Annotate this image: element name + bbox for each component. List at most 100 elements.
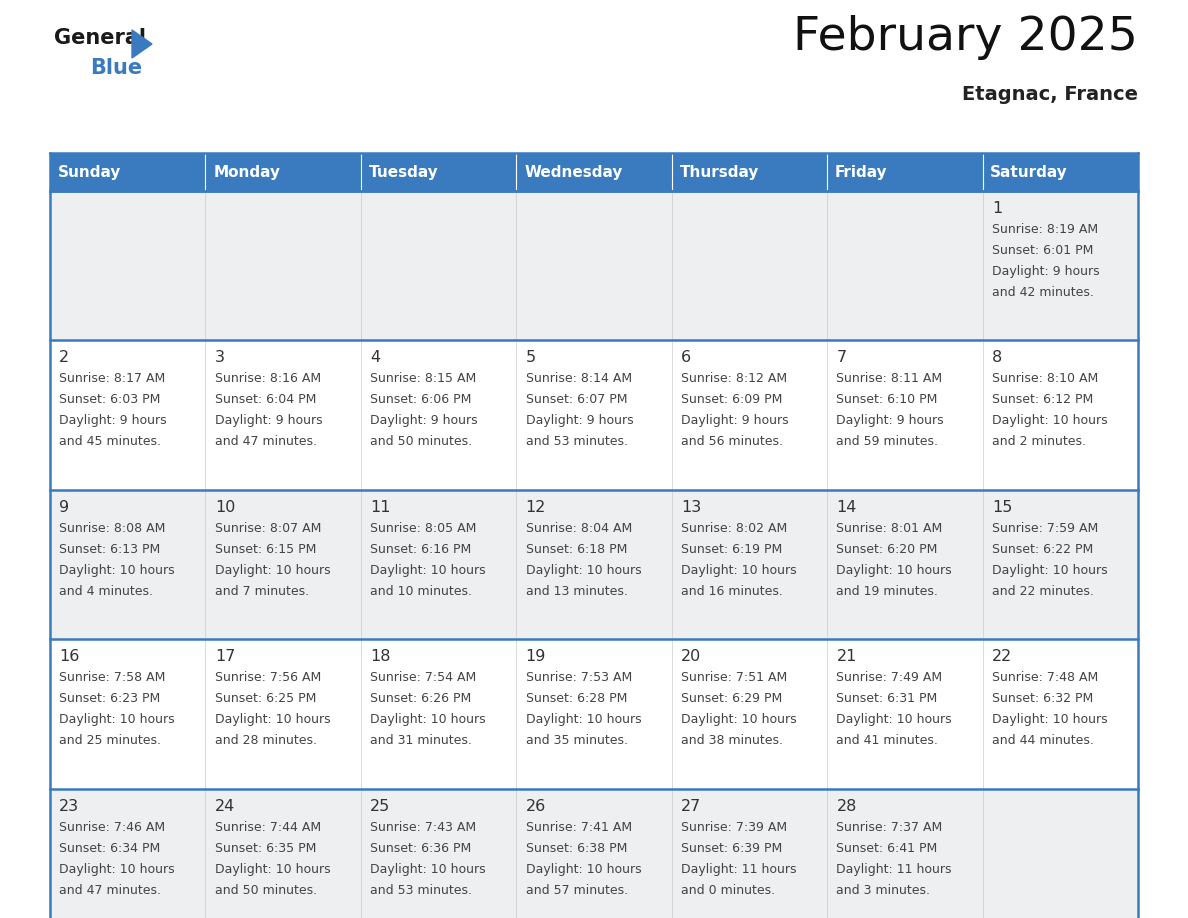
Text: Sunrise: 7:51 AM: Sunrise: 7:51 AM xyxy=(681,671,788,684)
Text: and 10 minutes.: and 10 minutes. xyxy=(371,585,472,598)
Text: Etagnac, France: Etagnac, France xyxy=(962,85,1138,104)
Text: Sunrise: 8:16 AM: Sunrise: 8:16 AM xyxy=(215,373,321,386)
Text: Sunset: 6:19 PM: Sunset: 6:19 PM xyxy=(681,543,782,555)
Text: and 50 minutes.: and 50 minutes. xyxy=(371,435,473,448)
Text: Sunrise: 7:49 AM: Sunrise: 7:49 AM xyxy=(836,671,942,684)
Text: and 45 minutes.: and 45 minutes. xyxy=(59,435,162,448)
Text: Sunrise: 7:41 AM: Sunrise: 7:41 AM xyxy=(525,821,632,834)
Text: and 47 minutes.: and 47 minutes. xyxy=(215,435,317,448)
Text: 27: 27 xyxy=(681,799,701,813)
Text: Daylight: 10 hours: Daylight: 10 hours xyxy=(836,713,952,726)
Bar xyxy=(671,153,827,191)
Text: Sunset: 6:31 PM: Sunset: 6:31 PM xyxy=(836,692,937,705)
Text: Sunset: 6:06 PM: Sunset: 6:06 PM xyxy=(371,394,472,407)
Text: 24: 24 xyxy=(215,799,235,813)
Text: Daylight: 11 hours: Daylight: 11 hours xyxy=(836,863,952,876)
Text: 19: 19 xyxy=(525,649,546,665)
Text: Sunrise: 8:05 AM: Sunrise: 8:05 AM xyxy=(371,521,476,535)
Text: Sunset: 6:18 PM: Sunset: 6:18 PM xyxy=(525,543,627,555)
Text: and 50 minutes.: and 50 minutes. xyxy=(215,884,317,897)
Text: 1: 1 xyxy=(992,201,1003,216)
Text: 7: 7 xyxy=(836,351,847,365)
Text: Sunset: 6:03 PM: Sunset: 6:03 PM xyxy=(59,394,160,407)
Text: 20: 20 xyxy=(681,649,701,665)
Text: 21: 21 xyxy=(836,649,857,665)
Text: and 19 minutes.: and 19 minutes. xyxy=(836,585,939,598)
Text: Daylight: 9 hours: Daylight: 9 hours xyxy=(992,265,1100,278)
Text: Daylight: 10 hours: Daylight: 10 hours xyxy=(992,414,1107,428)
Text: Sunset: 6:12 PM: Sunset: 6:12 PM xyxy=(992,394,1093,407)
Bar xyxy=(982,153,1138,191)
Text: Tuesday: Tuesday xyxy=(368,164,438,180)
Text: Sunrise: 8:11 AM: Sunrise: 8:11 AM xyxy=(836,373,942,386)
Text: Sunset: 6:09 PM: Sunset: 6:09 PM xyxy=(681,394,783,407)
Text: and 41 minutes.: and 41 minutes. xyxy=(836,734,939,747)
Text: 17: 17 xyxy=(215,649,235,665)
Text: and 47 minutes.: and 47 minutes. xyxy=(59,884,162,897)
Text: Monday: Monday xyxy=(213,164,280,180)
Text: Sunset: 6:29 PM: Sunset: 6:29 PM xyxy=(681,692,782,705)
Bar xyxy=(50,153,206,191)
Text: Sunset: 6:32 PM: Sunset: 6:32 PM xyxy=(992,692,1093,705)
Text: Friday: Friday xyxy=(835,164,887,180)
Text: and 0 minutes.: and 0 minutes. xyxy=(681,884,775,897)
Text: and 42 minutes.: and 42 minutes. xyxy=(992,286,1094,299)
Text: Sunset: 6:16 PM: Sunset: 6:16 PM xyxy=(371,543,472,555)
Text: Sunset: 6:25 PM: Sunset: 6:25 PM xyxy=(215,692,316,705)
Text: Sunset: 6:28 PM: Sunset: 6:28 PM xyxy=(525,692,627,705)
Text: 12: 12 xyxy=(525,499,546,515)
Text: Sunrise: 8:02 AM: Sunrise: 8:02 AM xyxy=(681,521,788,535)
Text: Sunset: 6:01 PM: Sunset: 6:01 PM xyxy=(992,244,1093,257)
Bar xyxy=(206,153,361,191)
Text: Sunrise: 8:08 AM: Sunrise: 8:08 AM xyxy=(59,521,165,535)
Text: Sunrise: 7:43 AM: Sunrise: 7:43 AM xyxy=(371,821,476,834)
Text: and 22 minutes.: and 22 minutes. xyxy=(992,585,1094,598)
Text: and 28 minutes.: and 28 minutes. xyxy=(215,734,317,747)
Text: General: General xyxy=(53,28,146,48)
Text: Sunrise: 7:44 AM: Sunrise: 7:44 AM xyxy=(215,821,321,834)
Text: 10: 10 xyxy=(215,499,235,515)
Text: Sunrise: 7:56 AM: Sunrise: 7:56 AM xyxy=(215,671,321,684)
Text: Wednesday: Wednesday xyxy=(524,164,623,180)
Bar xyxy=(361,153,517,191)
Bar xyxy=(50,341,1138,490)
Text: Sunrise: 7:54 AM: Sunrise: 7:54 AM xyxy=(371,671,476,684)
Text: 3: 3 xyxy=(215,351,225,365)
Text: Daylight: 9 hours: Daylight: 9 hours xyxy=(371,414,478,428)
Text: February 2025: February 2025 xyxy=(794,15,1138,60)
Text: Thursday: Thursday xyxy=(680,164,759,180)
Text: Daylight: 10 hours: Daylight: 10 hours xyxy=(215,564,330,577)
Bar xyxy=(50,490,1138,639)
Text: 28: 28 xyxy=(836,799,857,813)
Text: 26: 26 xyxy=(525,799,545,813)
Text: Sunrise: 8:01 AM: Sunrise: 8:01 AM xyxy=(836,521,943,535)
Text: Daylight: 10 hours: Daylight: 10 hours xyxy=(681,713,797,726)
Text: 6: 6 xyxy=(681,351,691,365)
Text: Sunrise: 7:59 AM: Sunrise: 7:59 AM xyxy=(992,521,1098,535)
Text: and 31 minutes.: and 31 minutes. xyxy=(371,734,472,747)
Text: 14: 14 xyxy=(836,499,857,515)
Text: Sunset: 6:38 PM: Sunset: 6:38 PM xyxy=(525,842,627,855)
Text: 23: 23 xyxy=(59,799,80,813)
Text: 11: 11 xyxy=(371,499,391,515)
Text: Sunrise: 8:17 AM: Sunrise: 8:17 AM xyxy=(59,373,165,386)
Text: Sunrise: 8:12 AM: Sunrise: 8:12 AM xyxy=(681,373,788,386)
Text: Sunset: 6:13 PM: Sunset: 6:13 PM xyxy=(59,543,160,555)
Text: Daylight: 10 hours: Daylight: 10 hours xyxy=(992,564,1107,577)
Text: Sunset: 6:35 PM: Sunset: 6:35 PM xyxy=(215,842,316,855)
Polygon shape xyxy=(132,30,152,58)
Text: Sunday: Sunday xyxy=(58,164,121,180)
Text: and 25 minutes.: and 25 minutes. xyxy=(59,734,162,747)
Text: Sunrise: 7:53 AM: Sunrise: 7:53 AM xyxy=(525,671,632,684)
Text: and 16 minutes.: and 16 minutes. xyxy=(681,585,783,598)
Text: Sunset: 6:36 PM: Sunset: 6:36 PM xyxy=(371,842,472,855)
Text: Sunset: 6:15 PM: Sunset: 6:15 PM xyxy=(215,543,316,555)
Text: Daylight: 10 hours: Daylight: 10 hours xyxy=(525,863,642,876)
Text: 22: 22 xyxy=(992,649,1012,665)
Text: Daylight: 10 hours: Daylight: 10 hours xyxy=(215,713,330,726)
Text: and 57 minutes.: and 57 minutes. xyxy=(525,884,627,897)
Text: Daylight: 9 hours: Daylight: 9 hours xyxy=(59,414,168,428)
Text: 2: 2 xyxy=(59,351,69,365)
Text: Daylight: 10 hours: Daylight: 10 hours xyxy=(59,564,175,577)
Bar xyxy=(50,191,1138,341)
